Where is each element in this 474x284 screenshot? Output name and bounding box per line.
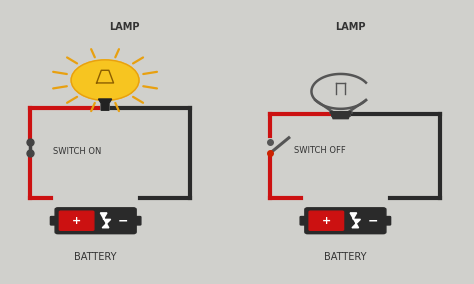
Text: LAMP: LAMP bbox=[335, 22, 365, 32]
Text: −: − bbox=[367, 214, 378, 227]
Text: LAMP: LAMP bbox=[109, 22, 139, 32]
Text: BATTERY: BATTERY bbox=[74, 252, 117, 262]
FancyBboxPatch shape bbox=[309, 211, 344, 230]
FancyBboxPatch shape bbox=[59, 211, 94, 230]
FancyBboxPatch shape bbox=[50, 216, 59, 225]
FancyBboxPatch shape bbox=[382, 216, 391, 225]
Text: SWITCH ON: SWITCH ON bbox=[53, 147, 101, 156]
Text: BATTERY: BATTERY bbox=[324, 252, 366, 262]
Text: +: + bbox=[322, 216, 331, 226]
Polygon shape bbox=[100, 213, 111, 228]
Text: +: + bbox=[72, 216, 81, 226]
Text: −: − bbox=[118, 214, 128, 227]
Polygon shape bbox=[99, 99, 112, 110]
Polygon shape bbox=[350, 213, 360, 228]
FancyBboxPatch shape bbox=[300, 216, 309, 225]
FancyBboxPatch shape bbox=[55, 208, 136, 234]
FancyBboxPatch shape bbox=[132, 216, 141, 225]
Circle shape bbox=[71, 60, 139, 100]
FancyBboxPatch shape bbox=[305, 208, 386, 234]
Polygon shape bbox=[330, 112, 351, 119]
Text: SWITCH OFF: SWITCH OFF bbox=[293, 146, 345, 155]
